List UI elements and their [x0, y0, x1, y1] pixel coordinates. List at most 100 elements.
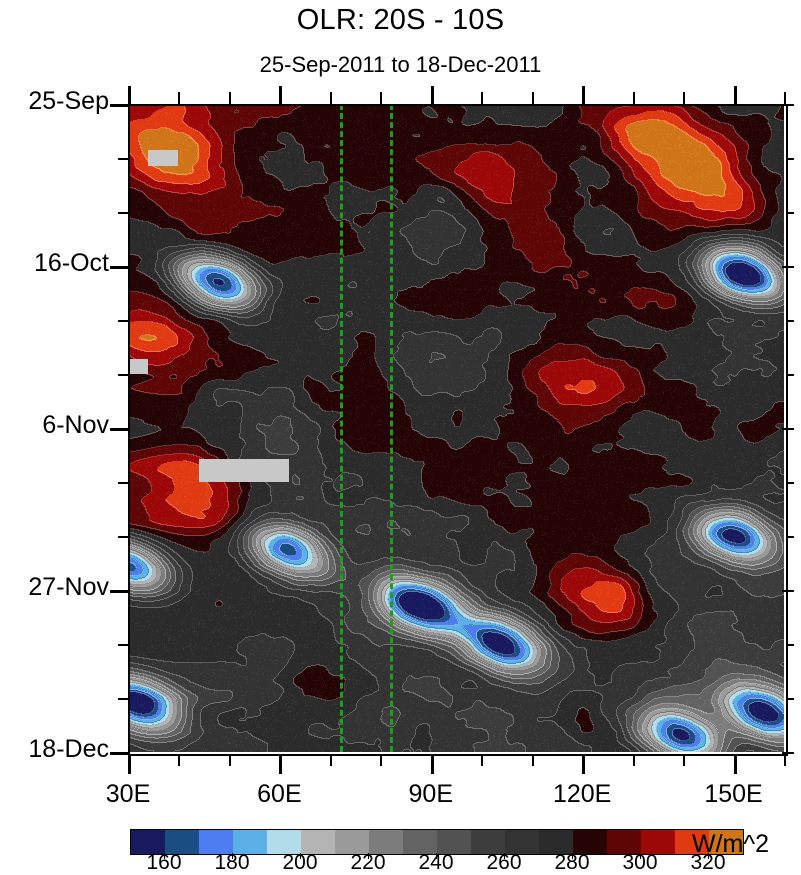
y-tick-minor [118, 158, 130, 160]
x-axis-label-120e: 120E [552, 780, 612, 808]
y-tick-minor-right [786, 536, 794, 538]
x-tick-minor-top [228, 92, 231, 104]
y-tick-minor [118, 212, 130, 214]
y-axis-label-16-oct: 16-Oct [33, 249, 109, 277]
colorbar-tick [572, 853, 573, 859]
missing-data-block-0 [148, 150, 179, 166]
colorbar-label-200: 200 [282, 851, 318, 874]
y-tick-right [782, 104, 794, 106]
y-tick-minor [118, 374, 130, 376]
colorbar-cell-270[interactable] [505, 830, 539, 854]
x-tick-minor-top [683, 92, 686, 104]
x-tick-minor-top [481, 92, 484, 104]
colorbar-cell-180[interactable] [199, 830, 233, 854]
x-tick-minor-top [380, 92, 383, 104]
x-axis-label-30e: 30E [105, 780, 151, 808]
colorbar-cell-320[interactable] [675, 830, 709, 854]
x-tick-top [733, 86, 737, 104]
y-axis-label-25-sep: 25-Sep [28, 87, 109, 115]
x-tick-minor-top [329, 92, 332, 104]
colorbar-cell-230[interactable] [369, 830, 403, 854]
colorbar[interactable] [130, 829, 744, 855]
annotation-vline-72 [339, 104, 343, 752]
colorbar-label-160: 160 [146, 851, 182, 874]
chart-subtitle: 25-Sep-2011 to 18-Dec-2011 [259, 52, 542, 77]
colorbar-label-180: 180 [214, 851, 250, 874]
colorbar-cell-200[interactable] [267, 830, 301, 854]
plot-axes-frame [128, 104, 788, 756]
colorbar-cell-280[interactable] [539, 830, 573, 854]
colorbar-cell-210[interactable] [301, 830, 335, 854]
x-tick-major [733, 754, 737, 774]
x-axis-label-150e: 150E [704, 780, 763, 808]
x-tick-top [279, 86, 283, 104]
colorbar-tick [368, 853, 369, 859]
colorbar-cell-190[interactable] [233, 830, 267, 854]
x-tick-minor [784, 754, 786, 766]
x-tick-top [582, 86, 586, 104]
y-axis-label-18-dec: 18-Dec [28, 735, 109, 763]
x-tick-top [430, 86, 434, 104]
colorbar-label-280: 280 [554, 851, 590, 874]
colorbar-cell-300[interactable] [607, 830, 641, 854]
y-tick-minor [118, 644, 130, 646]
colorbar-cell-240[interactable] [403, 830, 437, 854]
colorbar-tick [504, 853, 505, 859]
colorbar-cell-290[interactable] [573, 830, 607, 854]
x-axis-label-60e: 60E [257, 780, 302, 808]
x-tick-minor [380, 754, 383, 766]
colorbar-tick [164, 853, 165, 859]
colorbar-tick [708, 853, 709, 859]
colorbar-cell-170[interactable] [165, 830, 199, 854]
x-tick-major [582, 754, 586, 774]
x-tick-minor [178, 754, 181, 766]
x-tick-major [128, 754, 131, 774]
y-tick-minor [118, 482, 130, 484]
y-tick-minor-right [786, 158, 794, 160]
colorbar-cell-160[interactable] [131, 830, 165, 854]
y-tick-right [782, 428, 794, 430]
x-axis-label-90e: 90E [408, 780, 454, 808]
y-tick-minor-right [786, 644, 794, 646]
x-tick-minor-top [784, 92, 786, 104]
colorbar-cell-250[interactable] [437, 830, 471, 854]
colorbar-cell-330[interactable] [709, 830, 743, 854]
x-tick-minor [481, 754, 484, 766]
colorbar-cell-220[interactable] [335, 830, 369, 854]
colorbar-tick [300, 853, 301, 859]
x-tick-minor [329, 754, 332, 766]
missing-data-block-2 [198, 458, 290, 482]
colorbar-tick [232, 853, 233, 859]
y-tick-right [782, 590, 794, 592]
y-tick-right [782, 266, 794, 268]
colorbar-label-220: 220 [350, 851, 386, 874]
y-tick-right [782, 752, 794, 754]
y-tick-minor [118, 320, 130, 322]
y-tick-minor-right [786, 698, 794, 700]
colorbar-tick [436, 853, 437, 859]
colorbar-cell-310[interactable] [641, 830, 675, 854]
y-tick-minor [118, 536, 130, 538]
y-tick-minor-right [786, 374, 794, 376]
colorbar-tick [640, 853, 641, 859]
x-tick-major [430, 754, 434, 774]
colorbar-label-260: 260 [486, 851, 522, 874]
x-tick-minor-top [178, 92, 181, 104]
y-axis-label-6-nov: 6-Nov [42, 411, 109, 439]
x-tick-minor-top [632, 92, 635, 104]
colorbar-cell-260[interactable] [471, 830, 505, 854]
colorbar-label-320: 320 [690, 851, 726, 874]
colorbar-units-label: W/m^2 [692, 830, 770, 858]
y-tick-minor [118, 698, 130, 700]
y-tick-major [110, 590, 130, 593]
chart-title: OLR: 20S - 10S [296, 4, 505, 36]
missing-data-block-1 [128, 358, 149, 374]
x-tick-minor [683, 754, 686, 766]
hovmoller-field [128, 104, 784, 752]
y-tick-major [110, 104, 130, 107]
x-tick-minor [228, 754, 231, 766]
y-tick-major [110, 428, 130, 431]
x-tick-top [128, 86, 131, 104]
x-tick-minor [632, 754, 635, 766]
